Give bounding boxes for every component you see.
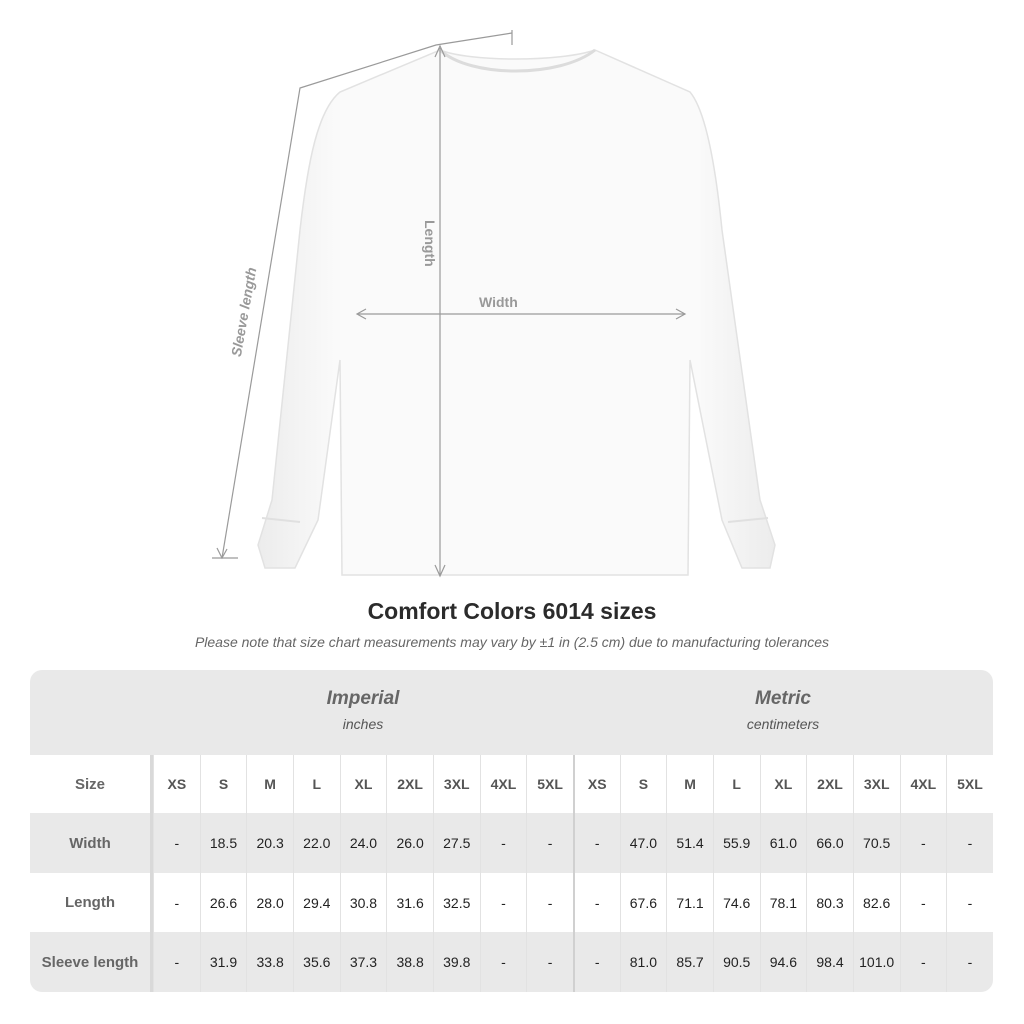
value-cell: 82.6 — [852, 873, 900, 932]
value-cell: 74.6 — [712, 873, 760, 932]
size-header-cell: XS — [572, 755, 620, 813]
table-row: Length -26.6 28.0 29.4 30.8 31.6 32.5- - -67.6 71… — [30, 873, 993, 932]
value-cell: - — [899, 813, 947, 873]
row-label: Size — [30, 755, 153, 813]
size-header-cell: 3XL — [852, 755, 900, 813]
size-header-cell: 3XL — [432, 755, 480, 813]
size-header-cell: 4XL — [479, 755, 527, 813]
tolerance-note: Please note that size chart measurements… — [194, 634, 830, 650]
table-row: Width -18.5 20.3 22.0 24.0 26.0 27.5- - -47.0 51.… — [30, 813, 993, 873]
size-header-cell: 4XL — [899, 755, 947, 813]
value-cell: 33.8 — [246, 932, 293, 992]
row-label: Sleeve length — [30, 932, 153, 992]
shirt-body — [257, 49, 776, 576]
value-cell: 90.5 — [712, 932, 760, 992]
value-cell: 22.0 — [292, 813, 340, 873]
sleeve-line — [221, 32, 513, 559]
value-cell: - — [153, 932, 200, 992]
metric-header: Metric centimeters — [573, 688, 993, 732]
value-cell: 70.5 — [852, 813, 900, 873]
value-cell: - — [572, 813, 620, 873]
value-cell: 67.6 — [619, 873, 667, 932]
shirt-diagram — [212, 30, 776, 578]
value-cell: 27.5 — [432, 813, 480, 873]
imperial-unit: inches — [342, 716, 384, 732]
length-label: Length — [422, 220, 438, 267]
value-cell: 85.7 — [666, 932, 713, 992]
row-label: Length — [30, 873, 153, 932]
value-cell: 30.8 — [339, 873, 387, 932]
value-cell: - — [572, 873, 620, 932]
value-cell: - — [479, 813, 527, 873]
value-cell: 20.3 — [246, 813, 293, 873]
value-cell: 39.8 — [432, 932, 480, 992]
value-cell: 32.5 — [432, 873, 480, 932]
value-cell: 80.3 — [806, 873, 853, 932]
row-band — [30, 932, 993, 992]
value-cell: - — [572, 932, 620, 992]
value-cell: 71.1 — [666, 873, 713, 932]
value-cell: - — [479, 932, 527, 992]
value-cell: 38.8 — [386, 932, 433, 992]
size-table: Imperial inches Metric centimeters Size X… — [30, 670, 993, 992]
size-header-cell: XL — [759, 755, 807, 813]
size-header-cell: 2XL — [386, 755, 433, 813]
value-cell: 98.4 — [806, 932, 853, 992]
value-cell: 94.6 — [759, 932, 807, 992]
size-header-cell: 2XL — [806, 755, 853, 813]
value-cell: 35.6 — [292, 932, 340, 992]
value-cell: - — [946, 932, 993, 992]
value-cell: 31.6 — [386, 873, 433, 932]
size-header-cell: M — [246, 755, 293, 813]
metric-unit: centimeters — [746, 716, 820, 732]
size-header-cell: XL — [339, 755, 387, 813]
value-cell: 31.9 — [199, 932, 247, 992]
value-cell: 51.4 — [666, 813, 713, 873]
row-label: Width — [30, 813, 153, 873]
value-cell: - — [899, 932, 947, 992]
value-cell: 28.0 — [246, 873, 293, 932]
imperial-title: Imperial — [326, 688, 400, 709]
value-cell: - — [946, 813, 993, 873]
size-header-cell: M — [666, 755, 713, 813]
size-header-cell: S — [199, 755, 247, 813]
value-cell: 47.0 — [619, 813, 667, 873]
value-cell: 55.9 — [712, 813, 760, 873]
size-header-row: Size XS S M L XL 2XL 3XL 4XL 5XL XS S M L XL 2XL 3XL 4XL 5… — [30, 755, 993, 813]
value-cell: 78.1 — [759, 873, 807, 932]
value-cell: 26.0 — [386, 813, 433, 873]
header-band — [30, 670, 993, 755]
value-cell: - — [153, 873, 200, 932]
width-label: Width — [479, 294, 518, 310]
value-cell: 26.6 — [199, 873, 247, 932]
size-header-cell: S — [619, 755, 667, 813]
value-cell: - — [153, 813, 200, 873]
size-header-cell: 5XL — [946, 755, 993, 813]
row-band — [30, 813, 993, 873]
value-cell: 61.0 — [759, 813, 807, 873]
size-header-cell: 5XL — [526, 755, 573, 813]
page-title: Comfort Colors 6014 sizes — [367, 598, 657, 624]
value-cell: - — [946, 873, 993, 932]
value-cell: 24.0 — [339, 813, 387, 873]
value-cell: 18.5 — [199, 813, 247, 873]
size-header-cell: L — [292, 755, 340, 813]
size-header-cell: XS — [153, 755, 200, 813]
imperial-header: Imperial inches — [153, 688, 573, 732]
value-cell: - — [526, 813, 573, 873]
metric-title: Metric — [755, 688, 811, 709]
size-header-cell: L — [712, 755, 760, 813]
value-cell: - — [479, 873, 527, 932]
value-cell: 81.0 — [619, 932, 667, 992]
value-cell: - — [899, 873, 947, 932]
value-cell: 37.3 — [339, 932, 387, 992]
value-cell: - — [526, 932, 573, 992]
value-cell: 101.0 — [852, 932, 900, 992]
value-cell: 66.0 — [806, 813, 853, 873]
table-row: Sleeve length -31.9 33.8 35.6 37.3 38.8 39.8- -… — [30, 932, 993, 992]
value-cell: - — [526, 873, 573, 932]
value-cell: 29.4 — [292, 873, 340, 932]
